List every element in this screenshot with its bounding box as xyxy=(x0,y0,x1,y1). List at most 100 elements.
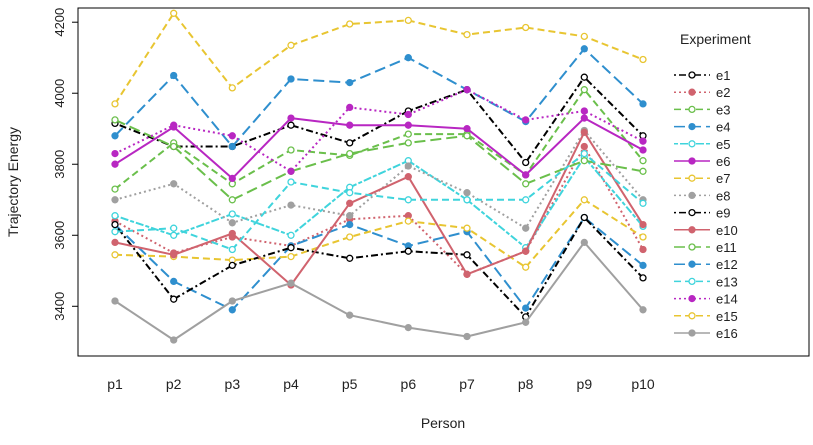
series-layer xyxy=(111,9,647,344)
data-point xyxy=(346,78,354,87)
data-point xyxy=(170,142,178,151)
data-point xyxy=(639,167,647,175)
data-point xyxy=(580,73,588,81)
data-point xyxy=(346,189,354,197)
data-point xyxy=(522,263,530,271)
data-point xyxy=(287,41,295,49)
data-point xyxy=(522,116,530,124)
data-point xyxy=(404,121,412,129)
x-tick-label: p8 xyxy=(518,376,534,392)
legend-item-e8: e8 xyxy=(674,188,730,203)
data-point xyxy=(639,199,647,207)
data-point xyxy=(228,297,236,305)
legend-marker xyxy=(688,277,696,286)
data-point xyxy=(111,116,119,124)
data-point xyxy=(228,196,236,204)
series-line xyxy=(114,88,644,173)
data-point xyxy=(346,233,354,241)
data-point xyxy=(287,244,295,252)
data-point xyxy=(228,132,236,140)
series-line xyxy=(114,118,644,201)
data-point xyxy=(404,162,412,170)
data-point xyxy=(287,252,295,261)
legend-label: e4 xyxy=(716,120,730,135)
series-e12 xyxy=(111,45,647,151)
legend-marker xyxy=(688,140,696,148)
data-point xyxy=(404,110,412,119)
legend-item-e15: e15 xyxy=(674,309,738,324)
data-point xyxy=(346,199,354,207)
y-tick-label: 4200 xyxy=(52,8,67,37)
data-point xyxy=(404,323,412,332)
data-point xyxy=(522,247,530,255)
data-point xyxy=(111,100,119,108)
y-tick-label: 3600 xyxy=(52,221,67,250)
legend-label: e13 xyxy=(716,274,738,289)
series-line xyxy=(114,241,644,341)
data-point xyxy=(111,196,119,204)
data-point xyxy=(463,30,471,39)
series-line xyxy=(114,117,644,180)
data-point xyxy=(287,167,295,175)
data-point xyxy=(346,149,354,158)
data-point xyxy=(639,55,647,64)
data-point xyxy=(170,121,178,129)
data-point xyxy=(639,100,647,108)
x-axis: p1 p2 p3 p4 p5 p6 p7 p8 p9 p10 xyxy=(107,376,655,392)
x-tick-label: p6 xyxy=(401,376,417,392)
data-point xyxy=(287,231,295,239)
data-point xyxy=(228,84,236,92)
legend-item-e10: e10 xyxy=(674,223,738,238)
data-point xyxy=(287,114,295,122)
plot-frame xyxy=(77,7,810,357)
legend-item-e13: e13 xyxy=(674,274,738,289)
y-tick-label: 3400 xyxy=(52,292,67,321)
legend-label: e14 xyxy=(716,292,738,307)
data-point xyxy=(111,160,119,168)
legend-label: e5 xyxy=(716,137,730,152)
data-point xyxy=(228,210,236,218)
data-point xyxy=(522,224,530,232)
legend-item-e12: e12 xyxy=(674,257,738,272)
data-point xyxy=(170,295,178,303)
x-tick-label: p3 xyxy=(225,376,241,392)
data-point xyxy=(404,247,412,255)
legend-item-e3: e3 xyxy=(674,102,730,117)
legend-label: e8 xyxy=(716,188,730,203)
data-point xyxy=(463,86,471,94)
data-point xyxy=(170,251,178,259)
legend-item-e1: e1 xyxy=(674,68,730,83)
data-point xyxy=(639,146,647,154)
series-e9 xyxy=(111,213,647,321)
data-point xyxy=(580,157,588,165)
x-tick-label: p9 xyxy=(577,376,593,392)
legend-item-e2: e2 xyxy=(674,85,730,100)
data-point xyxy=(228,219,236,227)
legend-label: e2 xyxy=(716,85,730,100)
data-point xyxy=(580,107,588,115)
data-point xyxy=(228,142,236,151)
legend-item-e4: e4 xyxy=(674,120,730,135)
y-tick-label: 4000 xyxy=(52,79,67,108)
data-point xyxy=(404,139,412,147)
data-point xyxy=(639,220,647,229)
data-point xyxy=(639,157,647,165)
legend-marker xyxy=(688,157,696,165)
data-point xyxy=(580,196,588,204)
data-point xyxy=(522,23,530,32)
legend-marker xyxy=(688,105,696,114)
legend-marker xyxy=(688,88,696,96)
data-point xyxy=(111,238,119,247)
legend-marker xyxy=(688,208,696,217)
legend-label: e12 xyxy=(716,257,738,272)
legend-marker xyxy=(688,312,696,320)
series-e10 xyxy=(111,128,647,289)
data-point xyxy=(111,251,119,259)
data-point xyxy=(580,32,588,41)
legend-item-e5: e5 xyxy=(674,137,730,152)
series-line xyxy=(114,88,644,190)
data-point xyxy=(111,132,119,140)
data-point xyxy=(580,45,588,53)
data-point xyxy=(287,178,295,186)
legend-item-e14: e14 xyxy=(674,292,738,307)
